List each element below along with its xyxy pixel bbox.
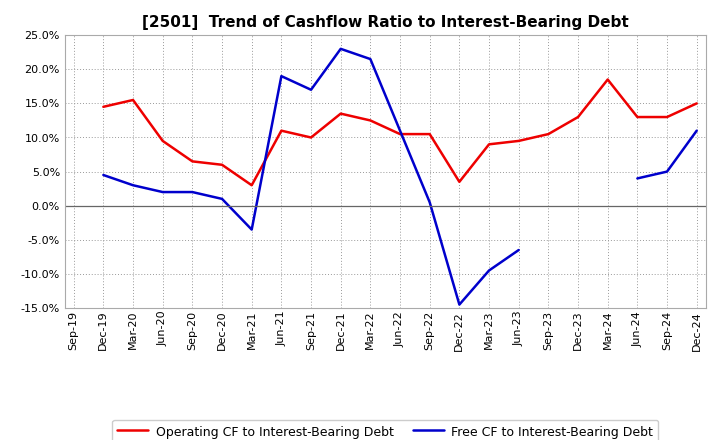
Free CF to Interest-Bearing Debt [307, 87, 315, 92]
Operating CF to Interest-Bearing Debt [514, 138, 523, 143]
Free CF to Interest-Bearing Debt [277, 73, 286, 79]
Operating CF to Interest-Bearing Debt [129, 97, 138, 103]
Free CF to Interest-Bearing Debt [366, 56, 374, 62]
Free CF to Interest-Bearing Debt [396, 128, 405, 133]
Free CF to Interest-Bearing Debt [485, 268, 493, 273]
Line: Free CF to Interest-Bearing Debt: Free CF to Interest-Bearing Debt [104, 49, 518, 304]
Operating CF to Interest-Bearing Debt [455, 179, 464, 184]
Line: Operating CF to Interest-Bearing Debt: Operating CF to Interest-Bearing Debt [104, 80, 697, 185]
Title: [2501]  Trend of Cashflow Ratio to Interest-Bearing Debt: [2501] Trend of Cashflow Ratio to Intere… [142, 15, 629, 30]
Operating CF to Interest-Bearing Debt [485, 142, 493, 147]
Free CF to Interest-Bearing Debt [129, 183, 138, 188]
Operating CF to Interest-Bearing Debt [307, 135, 315, 140]
Operating CF to Interest-Bearing Debt [426, 132, 434, 137]
Free CF to Interest-Bearing Debt [99, 172, 108, 178]
Free CF to Interest-Bearing Debt [514, 247, 523, 253]
Operating CF to Interest-Bearing Debt [693, 101, 701, 106]
Operating CF to Interest-Bearing Debt [99, 104, 108, 110]
Operating CF to Interest-Bearing Debt [158, 138, 167, 143]
Free CF to Interest-Bearing Debt [426, 200, 434, 205]
Free CF to Interest-Bearing Debt [336, 46, 345, 51]
Operating CF to Interest-Bearing Debt [366, 118, 374, 123]
Free CF to Interest-Bearing Debt [455, 302, 464, 307]
Operating CF to Interest-Bearing Debt [248, 183, 256, 188]
Operating CF to Interest-Bearing Debt [662, 114, 671, 120]
Operating CF to Interest-Bearing Debt [217, 162, 226, 167]
Operating CF to Interest-Bearing Debt [633, 114, 642, 120]
Operating CF to Interest-Bearing Debt [336, 111, 345, 116]
Operating CF to Interest-Bearing Debt [544, 132, 553, 137]
Legend: Operating CF to Interest-Bearing Debt, Free CF to Interest-Bearing Debt: Operating CF to Interest-Bearing Debt, F… [112, 420, 658, 440]
Free CF to Interest-Bearing Debt [188, 189, 197, 194]
Operating CF to Interest-Bearing Debt [188, 159, 197, 164]
Free CF to Interest-Bearing Debt [158, 189, 167, 194]
Operating CF to Interest-Bearing Debt [603, 77, 612, 82]
Operating CF to Interest-Bearing Debt [574, 114, 582, 120]
Operating CF to Interest-Bearing Debt [396, 132, 405, 137]
Free CF to Interest-Bearing Debt [248, 227, 256, 232]
Operating CF to Interest-Bearing Debt [277, 128, 286, 133]
Free CF to Interest-Bearing Debt [217, 196, 226, 202]
